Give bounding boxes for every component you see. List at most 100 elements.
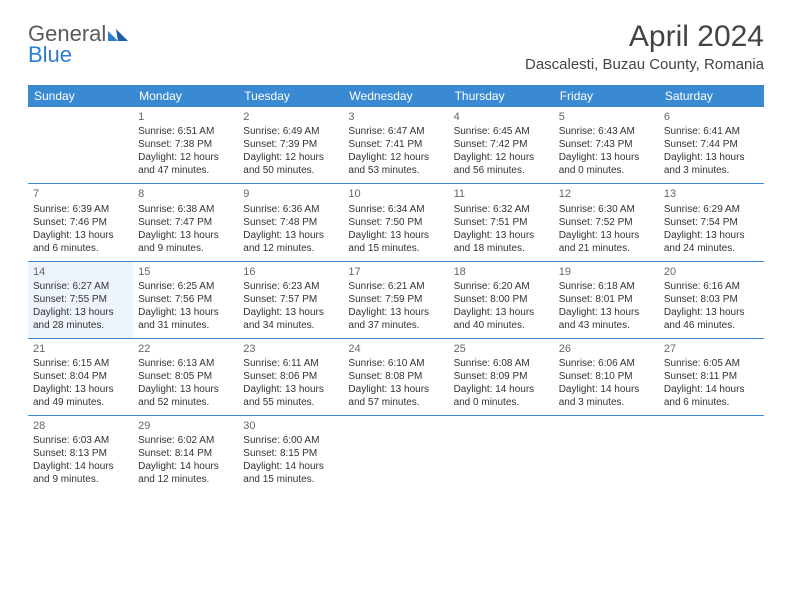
day-info-line: and 21 minutes. xyxy=(559,242,654,255)
day-number: 17 xyxy=(348,265,443,279)
day-info-line: Daylight: 12 hours xyxy=(454,151,549,164)
day-info-line: Sunrise: 6:49 AM xyxy=(243,125,338,138)
day-info-line: and 12 minutes. xyxy=(138,473,233,486)
calendar-day-cell: 18Sunrise: 6:20 AMSunset: 8:00 PMDayligh… xyxy=(449,261,554,338)
month-title: April 2024 xyxy=(525,20,764,54)
day-number: 12 xyxy=(559,187,654,201)
title-block: April 2024 Dascalesti, Buzau County, Rom… xyxy=(525,20,764,73)
day-info-line: Sunrise: 6:43 AM xyxy=(559,125,654,138)
calendar-day-cell: 7Sunrise: 6:39 AMSunset: 7:46 PMDaylight… xyxy=(28,184,133,261)
day-number: 16 xyxy=(243,265,338,279)
day-info-line: Sunrise: 6:03 AM xyxy=(33,434,128,447)
calendar-day-cell: 19Sunrise: 6:18 AMSunset: 8:01 PMDayligh… xyxy=(554,261,659,338)
day-info-line: and 31 minutes. xyxy=(138,319,233,332)
day-number: 10 xyxy=(348,187,443,201)
day-info-line: Sunrise: 6:16 AM xyxy=(664,280,759,293)
day-info-line: and 12 minutes. xyxy=(243,242,338,255)
day-info-line: Daylight: 14 hours xyxy=(138,460,233,473)
calendar-week-row: 7Sunrise: 6:39 AMSunset: 7:46 PMDaylight… xyxy=(28,184,764,261)
day-info-line: Sunrise: 6:05 AM xyxy=(664,357,759,370)
calendar-day-cell: 8Sunrise: 6:38 AMSunset: 7:47 PMDaylight… xyxy=(133,184,238,261)
day-number: 4 xyxy=(454,110,549,124)
day-info-line: and 34 minutes. xyxy=(243,319,338,332)
day-info-line: Sunrise: 6:21 AM xyxy=(348,280,443,293)
day-info-line: Sunset: 7:51 PM xyxy=(454,216,549,229)
day-info-line: Sunrise: 6:08 AM xyxy=(454,357,549,370)
day-info-line: Sunrise: 6:06 AM xyxy=(559,357,654,370)
day-info-line: and 3 minutes. xyxy=(559,396,654,409)
logo-text-2: Blue xyxy=(28,42,72,67)
day-info-line: Sunset: 7:54 PM xyxy=(664,216,759,229)
day-info-line: Daylight: 12 hours xyxy=(243,151,338,164)
day-info-line: and 9 minutes. xyxy=(33,473,128,486)
day-info-line: Daylight: 13 hours xyxy=(664,306,759,319)
weekday-header: Thursday xyxy=(449,85,554,107)
day-number: 6 xyxy=(664,110,759,124)
day-number: 3 xyxy=(348,110,443,124)
calendar-day-cell: 5Sunrise: 6:43 AMSunset: 7:43 PMDaylight… xyxy=(554,107,659,184)
day-info-line: and 37 minutes. xyxy=(348,319,443,332)
day-info-line: Sunset: 7:56 PM xyxy=(138,293,233,306)
day-info-line: Daylight: 13 hours xyxy=(454,229,549,242)
day-number: 9 xyxy=(243,187,338,201)
calendar-day-cell: 11Sunrise: 6:32 AMSunset: 7:51 PMDayligh… xyxy=(449,184,554,261)
day-info-line: Sunset: 8:13 PM xyxy=(33,447,128,460)
day-info-line: Sunset: 8:09 PM xyxy=(454,370,549,383)
day-info-line: and 9 minutes. xyxy=(138,242,233,255)
calendar-body: 1Sunrise: 6:51 AMSunset: 7:38 PMDaylight… xyxy=(28,107,764,492)
weekday-header: Sunday xyxy=(28,85,133,107)
day-info-line: Sunset: 7:44 PM xyxy=(664,138,759,151)
day-number: 20 xyxy=(664,265,759,279)
day-info-line: Daylight: 13 hours xyxy=(138,306,233,319)
calendar-day-cell: 27Sunrise: 6:05 AMSunset: 8:11 PMDayligh… xyxy=(659,338,764,415)
calendar-day-cell: 17Sunrise: 6:21 AMSunset: 7:59 PMDayligh… xyxy=(343,261,448,338)
day-info-line: and 43 minutes. xyxy=(559,319,654,332)
day-info-line: Sunset: 8:08 PM xyxy=(348,370,443,383)
calendar-week-row: 28Sunrise: 6:03 AMSunset: 8:13 PMDayligh… xyxy=(28,416,764,493)
day-number: 29 xyxy=(138,419,233,433)
day-info-line: Daylight: 14 hours xyxy=(243,460,338,473)
calendar-day-cell: 29Sunrise: 6:02 AMSunset: 8:14 PMDayligh… xyxy=(133,416,238,493)
weekday-header: Friday xyxy=(554,85,659,107)
calendar-day-cell: 20Sunrise: 6:16 AMSunset: 8:03 PMDayligh… xyxy=(659,261,764,338)
day-info-line: Sunset: 7:41 PM xyxy=(348,138,443,151)
day-info-line: Daylight: 12 hours xyxy=(348,151,443,164)
day-info-line: Sunrise: 6:34 AM xyxy=(348,203,443,216)
day-info-line: Daylight: 13 hours xyxy=(348,383,443,396)
day-number: 25 xyxy=(454,342,549,356)
calendar-day-cell: 2Sunrise: 6:49 AMSunset: 7:39 PMDaylight… xyxy=(238,107,343,184)
day-number: 14 xyxy=(33,265,128,279)
calendar-day-cell: 1Sunrise: 6:51 AMSunset: 7:38 PMDaylight… xyxy=(133,107,238,184)
day-info-line: Daylight: 13 hours xyxy=(454,306,549,319)
day-number: 13 xyxy=(664,187,759,201)
day-info-line: Sunset: 7:57 PM xyxy=(243,293,338,306)
day-info-line: Sunset: 8:00 PM xyxy=(454,293,549,306)
day-info-line: Daylight: 13 hours xyxy=(664,229,759,242)
day-info-line: Sunrise: 6:47 AM xyxy=(348,125,443,138)
day-info-line: Sunset: 8:14 PM xyxy=(138,447,233,460)
day-info-line: and 0 minutes. xyxy=(454,396,549,409)
calendar-day-cell xyxy=(449,416,554,493)
day-info-line: Daylight: 12 hours xyxy=(138,151,233,164)
day-info-line: Daylight: 13 hours xyxy=(243,229,338,242)
day-info-line: and 56 minutes. xyxy=(454,164,549,177)
logo: General Blue xyxy=(28,24,128,66)
day-info-line: Sunrise: 6:41 AM xyxy=(664,125,759,138)
day-number: 19 xyxy=(559,265,654,279)
day-info-line: and 15 minutes. xyxy=(348,242,443,255)
day-info-line: and 47 minutes. xyxy=(138,164,233,177)
day-info-line: Sunset: 8:06 PM xyxy=(243,370,338,383)
location: Dascalesti, Buzau County, Romania xyxy=(525,56,764,73)
day-number: 8 xyxy=(138,187,233,201)
day-info-line: Sunrise: 6:00 AM xyxy=(243,434,338,447)
weekday-header: Tuesday xyxy=(238,85,343,107)
weekday-header: Monday xyxy=(133,85,238,107)
day-info-line: Daylight: 13 hours xyxy=(243,383,338,396)
day-number: 15 xyxy=(138,265,233,279)
day-number: 21 xyxy=(33,342,128,356)
calendar-day-cell: 25Sunrise: 6:08 AMSunset: 8:09 PMDayligh… xyxy=(449,338,554,415)
day-info-line: Daylight: 14 hours xyxy=(33,460,128,473)
day-number: 22 xyxy=(138,342,233,356)
day-info-line: Sunrise: 6:10 AM xyxy=(348,357,443,370)
day-info-line: Daylight: 13 hours xyxy=(33,383,128,396)
